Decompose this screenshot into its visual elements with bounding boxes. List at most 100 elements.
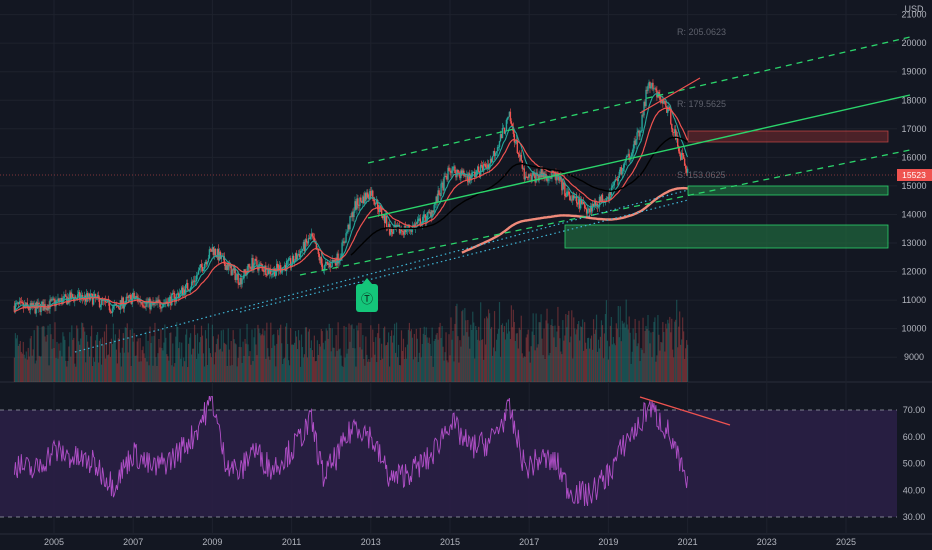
candle-body [247, 264, 249, 272]
volume-bar [267, 348, 269, 382]
volume-bar [248, 356, 250, 382]
volume-bar [392, 335, 395, 382]
volume-bar [315, 360, 317, 382]
volume-bar [356, 325, 358, 382]
candle-body [429, 212, 431, 213]
time-axis[interactable]: 2005 2007 2009 2011 2013 2015 2017 2019 2021 2023… [44, 537, 856, 547]
candle-body [207, 258, 210, 262]
long-support-dotted-2[interactable] [239, 199, 689, 313]
candle-body [118, 307, 121, 310]
volume-bar [565, 314, 567, 382]
candle-body [512, 126, 515, 134]
volume-bar [256, 355, 258, 382]
volume-bar [170, 332, 172, 382]
volume-bar [123, 352, 125, 382]
candle-body [265, 265, 267, 275]
candle-body [100, 298, 103, 306]
volume-bar [388, 332, 390, 382]
volume-bar [19, 341, 21, 382]
volume-bar [348, 323, 350, 382]
candle-body [382, 214, 385, 219]
volume-bar [230, 341, 232, 382]
candle-body [409, 230, 412, 232]
candle-body [413, 225, 416, 229]
volume-bar [297, 330, 300, 382]
volume-bar [129, 329, 131, 382]
candle-body [428, 211, 430, 213]
candle-body [462, 170, 464, 175]
volume-bar [589, 338, 592, 382]
candle-body [226, 265, 228, 270]
candle-body [287, 258, 290, 261]
volume-bar [439, 322, 441, 382]
candle-body [345, 233, 347, 243]
rsi-tick-label: 70.00 [903, 405, 926, 415]
volume-bar [270, 322, 272, 382]
volume-bar [354, 348, 356, 382]
volume-bar [76, 325, 78, 382]
volume-bar [124, 327, 126, 382]
candle-body [144, 306, 146, 308]
candle-body [665, 102, 667, 107]
volume-bar [223, 342, 225, 382]
volume-bar [162, 350, 164, 382]
candle-body [216, 249, 219, 258]
volume-bar [38, 355, 40, 382]
candle-body [583, 204, 586, 209]
candle-body [39, 304, 41, 313]
volume-bar [222, 329, 224, 382]
channel-lower-line[interactable] [299, 149, 911, 276]
volume-bar [369, 361, 371, 382]
volume-bar [366, 354, 368, 382]
volume-bar [588, 348, 591, 382]
volume-bar [657, 315, 659, 382]
volume-bar [462, 309, 464, 382]
trendlines[interactable] [74, 36, 911, 353]
volume-bar [403, 358, 406, 382]
volume-bar [343, 325, 345, 382]
volume-bar [393, 323, 396, 382]
volume-bar [424, 334, 426, 382]
price-axis[interactable]: USD 9000 10000 11000 12000 13000 14000 15000 16… [901, 4, 926, 362]
volume-bar [33, 330, 35, 382]
signal-marker-box[interactable] [356, 284, 378, 312]
volume-bar [143, 353, 145, 382]
candle-body [346, 232, 348, 234]
volume-bar [350, 325, 352, 382]
volume-bar [391, 342, 394, 382]
channel-upper-line[interactable] [367, 36, 911, 164]
volume-bar [494, 351, 497, 382]
candle-body [285, 261, 288, 271]
volume-bar [463, 335, 465, 382]
candle-body [306, 242, 309, 244]
candle-body [577, 203, 579, 205]
rsi-axis[interactable]: 30.00 40.00 50.00 60.00 70.00 [903, 405, 926, 522]
candle-body [108, 300, 111, 311]
candle-body [452, 166, 454, 171]
volume-bar [358, 322, 360, 382]
volume-bar [209, 353, 212, 382]
volume-bar [405, 358, 408, 382]
signal-marker[interactable]: Ⓣ [356, 278, 378, 312]
rsi-divergence-line[interactable] [639, 396, 731, 426]
top-resistance-line[interactable] [639, 77, 701, 114]
volume-bar [630, 363, 632, 382]
volume-bar [268, 356, 270, 382]
candle-body [75, 296, 77, 299]
candle-body [81, 295, 83, 297]
volume-bar [308, 329, 311, 382]
candle-body [213, 248, 216, 255]
volume-bar [303, 354, 306, 382]
candle-body [74, 296, 76, 302]
candle-body [327, 263, 329, 265]
channel-mid-line[interactable] [367, 94, 911, 219]
candle-body [148, 298, 150, 303]
candle-body [212, 247, 215, 255]
volume-bar [572, 358, 574, 382]
volume-bar [500, 324, 503, 382]
volume-bar [384, 326, 386, 382]
ema-mid-line [14, 107, 689, 313]
candle-body [468, 173, 470, 183]
candle-body [140, 301, 142, 303]
